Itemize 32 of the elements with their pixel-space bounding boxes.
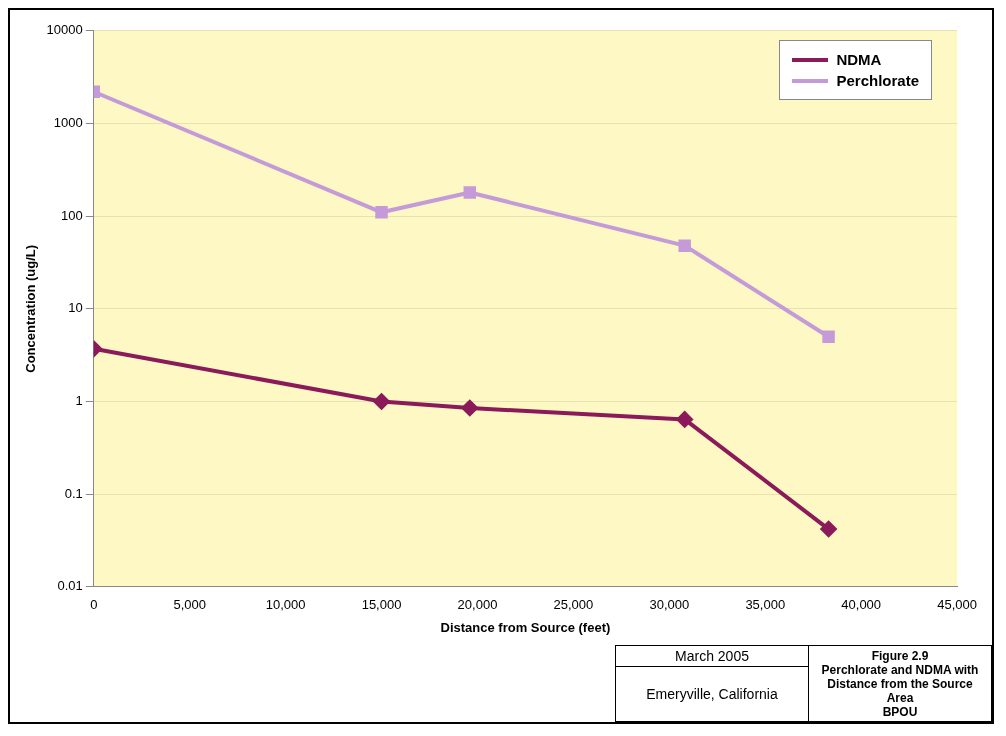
point — [822, 330, 835, 343]
legend-label: NDMA — [836, 51, 882, 68]
point — [461, 400, 478, 417]
y-tick-label: 0.1 — [64, 485, 83, 501]
point — [820, 521, 837, 538]
y-tick-label: 10 — [68, 300, 83, 316]
y-tick-label: 10000 — [46, 22, 83, 38]
x-tick-label: 15,000 — [361, 597, 402, 613]
point — [676, 411, 693, 428]
legend-label: Perchlorate — [836, 72, 919, 89]
caption: Figure 2.9 Perchlorate and NDMA with Distance from the Source Area BPOU — [808, 645, 992, 722]
x-axis-title: Distance from Source (feet) — [440, 619, 611, 635]
y-tick-label: 1 — [75, 393, 83, 409]
point — [463, 186, 477, 199]
y-tick-label: 0.01 — [57, 578, 83, 594]
x-tick-label: 30,000 — [649, 597, 690, 613]
x-tick-label: 10,000 — [265, 597, 306, 613]
x-tick-label: 25,000 — [553, 597, 594, 613]
x-tick-label: 0 — [90, 597, 98, 613]
y-axis-title: Concentration (ug/L) — [23, 244, 39, 373]
text: Emeryville, California — [615, 666, 809, 722]
x-tick-label: 45,000 — [937, 597, 977, 613]
y-tick-label: 1000 — [53, 115, 83, 131]
point — [373, 393, 390, 410]
x-tick-label: 20,000 — [457, 597, 498, 613]
text: March 2005 — [615, 645, 809, 667]
y-tick-label: 100 — [61, 207, 83, 223]
x-tick-label: 40,000 — [841, 597, 882, 613]
point — [375, 206, 388, 219]
x-tick-label: 35,000 — [745, 597, 786, 613]
point — [678, 239, 691, 252]
x-tick-label: 5,000 — [173, 597, 206, 613]
